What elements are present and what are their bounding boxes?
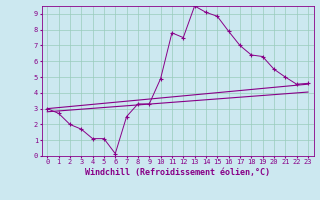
X-axis label: Windchill (Refroidissement éolien,°C): Windchill (Refroidissement éolien,°C) (85, 168, 270, 177)
